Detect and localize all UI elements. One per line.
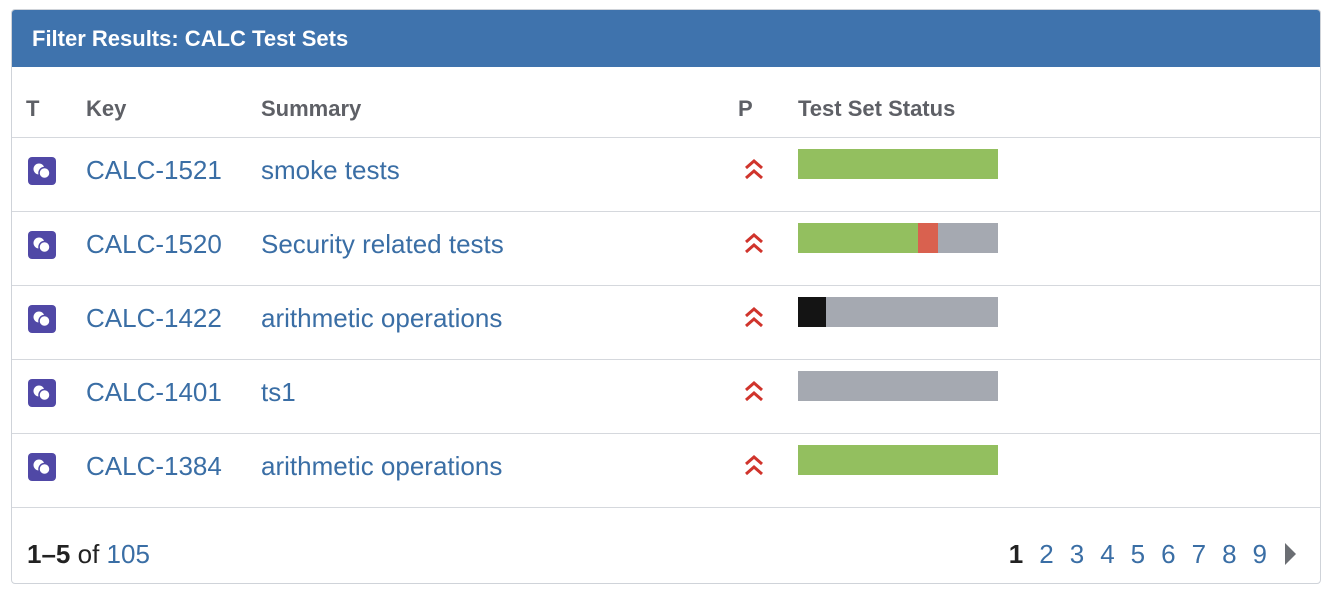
column-header-summary[interactable]: Summary — [261, 96, 362, 121]
table-row: CALC-1422 arithmetic operations — [12, 286, 1320, 360]
issue-key-link[interactable]: CALC-1401 — [86, 377, 222, 407]
column-header-type[interactable]: T — [26, 96, 40, 121]
test-set-status-bar[interactable] — [798, 371, 998, 401]
highest-priority-icon — [743, 453, 765, 481]
test-set-icon — [28, 305, 56, 333]
issue-key-link[interactable]: CALC-1521 — [86, 155, 222, 185]
issue-summary-link[interactable]: smoke tests — [261, 155, 400, 185]
panel-title: Filter Results: CALC Test Sets — [12, 10, 1320, 67]
table-body: CALC-1521 smoke tests CALC-1520 Security… — [12, 138, 1320, 508]
issue-key-link[interactable]: CALC-1384 — [86, 451, 222, 481]
column-header-test-set-status: Test Set Status — [798, 96, 956, 121]
test-set-status-bar[interactable] — [798, 223, 998, 253]
table-row: CALC-1401 ts1 — [12, 360, 1320, 434]
highest-priority-icon — [743, 231, 765, 259]
table-row: CALC-1521 smoke tests — [12, 138, 1320, 212]
page-6[interactable]: 6 — [1161, 539, 1176, 569]
page-7[interactable]: 7 — [1191, 539, 1207, 569]
result-count: 1–5 of 105 — [27, 539, 150, 569]
page-8[interactable]: 8 — [1222, 539, 1237, 569]
page-1: 1 — [1008, 539, 1024, 569]
pagination: 1 2 3 4 5 6 7 8 9 — [1009, 539, 1296, 569]
table-row: CALC-1520 Security related tests — [12, 212, 1320, 286]
filter-results-panel: Filter Results: CALC Test Sets T Key Sum… — [11, 9, 1321, 584]
column-header-key[interactable]: Key — [86, 96, 127, 121]
status-segment-todo — [826, 297, 998, 327]
test-set-icon — [28, 453, 56, 481]
highest-priority-icon — [743, 379, 765, 407]
page-3[interactable]: 3 — [1069, 539, 1085, 569]
test-set-icon — [28, 231, 56, 259]
result-total-link[interactable]: 105 — [106, 539, 150, 569]
table-header: T Key Summary P Test Set Status — [12, 67, 1320, 138]
page-9[interactable]: 9 — [1252, 539, 1267, 569]
issue-summary-link[interactable]: arithmetic operations — [261, 451, 503, 481]
table-footer: 1–5 of 105 1 2 3 4 5 6 7 8 9 — [12, 508, 1320, 583]
page-4[interactable]: 4 — [1100, 539, 1115, 569]
status-segment-pass — [798, 149, 998, 179]
next-page-icon[interactable] — [1285, 543, 1296, 565]
test-set-status-bar[interactable] — [798, 149, 998, 179]
status-segment-pass — [798, 445, 998, 475]
test-set-icon — [28, 379, 56, 407]
highest-priority-icon — [743, 157, 765, 185]
issue-summary-link[interactable]: ts1 — [261, 377, 296, 407]
test-set-icon — [28, 157, 56, 185]
status-segment-todo — [938, 223, 998, 253]
status-segment-todo — [798, 371, 998, 401]
table-row: CALC-1384 arithmetic operations — [12, 434, 1320, 508]
issue-summary-link[interactable]: Security related tests — [261, 229, 504, 259]
status-segment-pass — [798, 223, 918, 253]
issue-key-link[interactable]: CALC-1422 — [86, 303, 222, 333]
page-5[interactable]: 5 — [1130, 539, 1146, 569]
status-segment-fail — [918, 223, 938, 253]
result-range: 1–5 — [27, 539, 71, 569]
column-header-priority[interactable]: P — [738, 96, 753, 121]
test-set-status-bar[interactable] — [798, 445, 998, 475]
highest-priority-icon — [743, 305, 765, 333]
test-set-status-bar[interactable] — [798, 297, 998, 327]
issue-key-link[interactable]: CALC-1520 — [86, 229, 222, 259]
result-of-label: of — [77, 539, 100, 569]
issue-summary-link[interactable]: arithmetic operations — [261, 303, 503, 333]
status-segment-executing — [798, 297, 826, 327]
page-2[interactable]: 2 — [1039, 539, 1054, 569]
